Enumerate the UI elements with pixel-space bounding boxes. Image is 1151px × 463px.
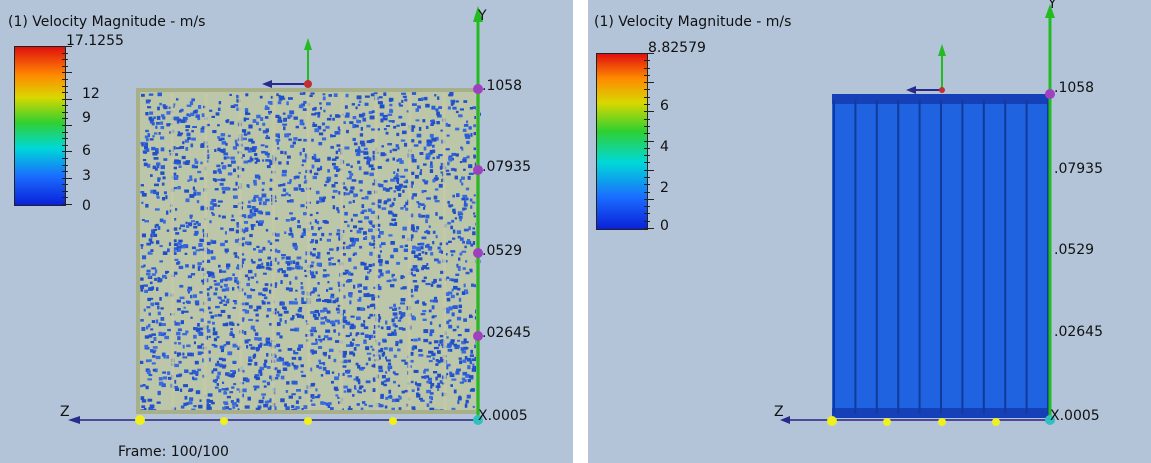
right-axis-value: .0529 bbox=[1054, 242, 1095, 258]
right-axis-value: X.0005 bbox=[1050, 408, 1100, 424]
left-colorbar-tick: 3 bbox=[82, 168, 91, 184]
right-z-marker bbox=[992, 418, 1000, 426]
left-z-marker bbox=[220, 417, 228, 425]
right-viewport[interactable]: (1) Velocity Magnitude - m/s 8.82579 6 4… bbox=[588, 0, 1151, 463]
left-viewport[interactable]: (1) Velocity Magnitude - m/s 17.1255 12 … bbox=[0, 0, 573, 463]
left-axis-marker bbox=[473, 165, 483, 175]
left-z-marker bbox=[389, 417, 397, 425]
left-z-marker bbox=[135, 415, 145, 425]
right-axis-value: .07935 bbox=[1054, 161, 1103, 177]
left-axis-value: .1058 bbox=[482, 78, 523, 94]
right-top-wall bbox=[832, 94, 1050, 104]
left-axis-value: .02645 bbox=[482, 325, 531, 341]
frame-counter: Frame: 100/100 bbox=[118, 444, 229, 460]
left-scene bbox=[68, 6, 483, 425]
right-axis-value: .1058 bbox=[1054, 80, 1095, 96]
left-colorbar-tick: 6 bbox=[82, 143, 91, 159]
left-axis-marker bbox=[473, 415, 483, 425]
right-z-label: Z bbox=[774, 404, 784, 420]
left-triad-origin bbox=[304, 80, 312, 88]
right-colorbar bbox=[596, 53, 648, 230]
right-z-marker bbox=[827, 416, 837, 426]
left-colorbar bbox=[14, 46, 66, 206]
right-colorbar-tick: 6 bbox=[660, 98, 669, 114]
right-colorbar-max: 8.82579 bbox=[648, 40, 706, 56]
left-axis-value: X.0005 bbox=[478, 408, 528, 424]
left-colorbar-tick: 0 bbox=[82, 198, 91, 214]
left-particle-field bbox=[140, 92, 481, 414]
right-colorbar-tick: 0 bbox=[660, 218, 669, 234]
right-title: (1) Velocity Magnitude - m/s bbox=[594, 14, 792, 30]
right-channel-walls bbox=[833, 100, 1049, 414]
left-channel-walls bbox=[170, 93, 447, 411]
right-axis-value: .02645 bbox=[1054, 324, 1103, 340]
left-axis-marker bbox=[473, 84, 483, 94]
left-y-label: Y bbox=[478, 8, 487, 24]
left-axis-marker bbox=[473, 248, 483, 258]
left-axis-marker bbox=[473, 331, 483, 341]
right-triad-origin bbox=[939, 87, 945, 93]
right-y-label: Y bbox=[1048, 0, 1057, 12]
left-title: (1) Velocity Magnitude - m/s bbox=[8, 14, 206, 30]
left-colorbar-tick: 9 bbox=[82, 110, 91, 126]
left-axis-value: .07935 bbox=[482, 159, 531, 175]
left-colorbar-tick: 12 bbox=[82, 86, 100, 102]
right-z-marker bbox=[938, 418, 946, 426]
left-z-label: Z bbox=[60, 404, 70, 420]
right-scene bbox=[780, 4, 1055, 426]
left-z-marker bbox=[304, 417, 312, 425]
right-axis-marker bbox=[1045, 89, 1055, 99]
right-z-marker bbox=[883, 418, 891, 426]
right-colorbar-tick: 2 bbox=[660, 180, 669, 196]
left-colorbar-max: 17.1255 bbox=[66, 33, 124, 49]
right-axis-marker bbox=[1045, 415, 1055, 425]
right-colorbar-tick: 4 bbox=[660, 139, 669, 155]
left-axis-value: .0529 bbox=[482, 243, 523, 259]
